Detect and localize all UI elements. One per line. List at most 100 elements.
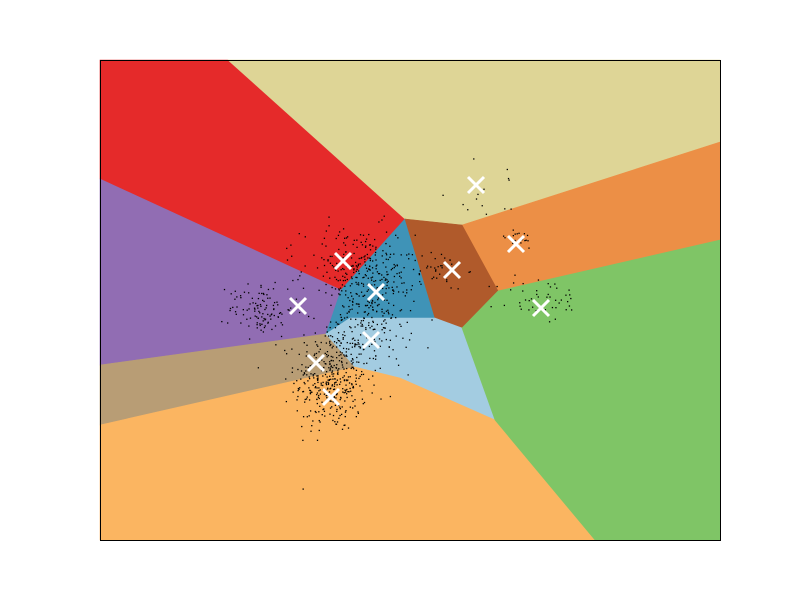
data-point: [255, 302, 257, 305]
data-point: [381, 308, 383, 311]
data-point: [343, 268, 345, 271]
data-point: [358, 257, 360, 260]
data-point: [336, 392, 338, 395]
data-point: [329, 344, 331, 347]
data-point: [327, 354, 329, 357]
data-point: [326, 271, 328, 273]
data-point: [367, 312, 370, 315]
data-point: [350, 390, 352, 392]
data-point: [236, 306, 238, 308]
data-point: [519, 305, 521, 307]
data-point: [314, 373, 316, 375]
data-point: [351, 342, 354, 344]
data-point: [336, 379, 339, 381]
data-point: [362, 403, 364, 405]
data-point: [356, 268, 358, 271]
data-point: [565, 294, 567, 296]
data-point: [359, 346, 362, 348]
data-point: [347, 427, 350, 429]
data-point: [419, 280, 421, 283]
data-point: [388, 302, 390, 304]
data-point: [514, 233, 516, 235]
data-point: [369, 327, 371, 329]
data-point: [292, 279, 294, 282]
data-point: [346, 355, 348, 358]
data-point: [426, 267, 428, 269]
data-point: [328, 367, 330, 369]
data-point: [358, 343, 360, 345]
data-point: [318, 289, 320, 291]
data-point: [350, 327, 352, 329]
data-point: [351, 283, 353, 285]
data-point: [338, 360, 341, 362]
data-point: [375, 268, 377, 270]
data-point: [272, 288, 275, 290]
data-point: [291, 348, 293, 350]
data-point: [356, 276, 358, 279]
data-point: [483, 188, 485, 190]
data-point: [362, 325, 364, 327]
data-point: [389, 245, 391, 247]
data-point: [343, 317, 346, 319]
data-point: [372, 272, 374, 274]
data-point: [330, 355, 332, 358]
data-point: [351, 338, 354, 340]
data-point: [302, 374, 304, 376]
data-point: [449, 259, 451, 261]
data-point: [331, 336, 334, 338]
data-point: [349, 342, 351, 345]
data-point: [431, 319, 433, 321]
data-point: [256, 305, 258, 307]
data-point: [547, 283, 549, 285]
data-point: [329, 388, 331, 390]
data-point: [341, 284, 344, 286]
data-point: [528, 299, 530, 302]
data-point: [302, 390, 305, 393]
data-point: [257, 307, 259, 309]
data-point: [330, 365, 333, 367]
data-point: [352, 361, 354, 364]
data-point: [355, 276, 357, 279]
data-point: [361, 244, 364, 246]
data-point: [441, 267, 443, 269]
data-point: [354, 380, 357, 382]
data-point: [341, 364, 344, 366]
data-point: [275, 344, 277, 346]
data-point: [327, 381, 329, 383]
data-point: [327, 387, 329, 389]
data-point: [350, 367, 352, 370]
data-point: [408, 253, 410, 255]
data-point: [444, 257, 446, 259]
data-point: [304, 401, 306, 403]
data-point: [344, 411, 347, 413]
data-point: [262, 320, 264, 322]
data-point: [349, 309, 351, 311]
data-point: [316, 393, 318, 396]
data-point: [331, 385, 333, 387]
data-point: [256, 322, 258, 324]
data-point: [316, 379, 319, 381]
data-point: [351, 277, 353, 280]
data-point: [335, 357, 338, 359]
data-point: [349, 326, 351, 328]
data-point: [406, 289, 408, 291]
data-point: [356, 266, 359, 268]
data-point: [431, 277, 433, 280]
data-point: [376, 264, 378, 266]
data-point: [323, 393, 326, 395]
data-point: [387, 309, 389, 311]
data-point: [325, 395, 327, 397]
data-point: [362, 234, 365, 236]
data-point: [336, 421, 339, 423]
data-point: [519, 302, 521, 304]
data-point: [385, 278, 387, 280]
data-point: [331, 371, 333, 374]
data-point: [371, 299, 374, 302]
data-point: [316, 267, 319, 269]
data-point: [350, 257, 353, 259]
data-point: [258, 310, 260, 313]
data-point: [420, 283, 422, 285]
data-point: [309, 392, 311, 394]
data-point: [512, 282, 515, 284]
data-point: [384, 327, 386, 329]
